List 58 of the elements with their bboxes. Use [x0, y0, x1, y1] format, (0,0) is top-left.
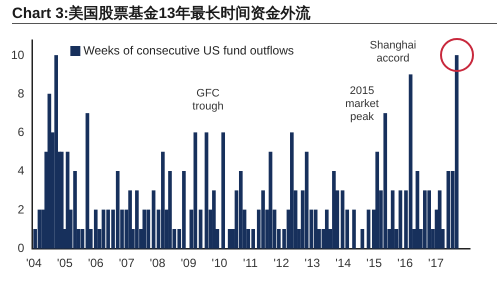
bar — [427, 190, 432, 249]
bar — [66, 152, 70, 249]
bar — [398, 190, 402, 249]
bar — [194, 132, 198, 249]
annotation: Shanghai accord — [370, 40, 416, 65]
bar — [290, 132, 294, 249]
bar — [146, 210, 150, 249]
x-tick-label: '14 — [335, 256, 352, 270]
y-tick-label: 2 — [18, 202, 25, 216]
x-tick-label: '10 — [212, 256, 228, 270]
bar — [60, 152, 64, 249]
bar — [454, 55, 459, 249]
bar — [423, 190, 427, 249]
bar — [38, 210, 42, 249]
bar — [304, 152, 309, 249]
bar — [204, 132, 208, 249]
x-tick-label: '13 — [304, 256, 320, 270]
x-tick-label: '17 — [428, 256, 444, 270]
x-tick-label: '11 — [243, 256, 258, 270]
x-tick-label: '15 — [366, 256, 382, 270]
x-tick-label: '05 — [57, 256, 73, 270]
bar — [324, 210, 329, 249]
y-tick-label: 0 — [18, 240, 25, 255]
bar — [360, 228, 364, 249]
bar — [73, 171, 77, 249]
x-tick-label: '12 — [274, 256, 290, 270]
x-tick-label: '09 — [180, 256, 197, 270]
bar — [268, 152, 272, 249]
y-tick-label: 10 — [10, 48, 25, 62]
x-tick-label: '06 — [88, 256, 104, 270]
bar — [261, 190, 265, 249]
annotation: GFC trough — [192, 88, 224, 113]
y-tick-label: 8 — [18, 86, 25, 100]
bar — [438, 190, 442, 249]
bar — [332, 171, 336, 249]
legend-label: Weeks of consecutive US fund outflows — [83, 43, 294, 58]
bar — [375, 152, 380, 249]
annotation: 2015 market peak — [345, 85, 379, 124]
chart-title: Chart 3:美国股票基金13年最长时间资金外流 — [12, 4, 497, 24]
bar — [383, 113, 388, 249]
bar — [142, 210, 146, 249]
bar — [390, 190, 395, 249]
x-tick-label: '04 — [26, 256, 42, 270]
bar — [212, 190, 216, 249]
y-tick-label: 6 — [18, 125, 25, 140]
y-tick-label: 4 — [18, 164, 25, 178]
x-tick-label: '16 — [397, 256, 414, 270]
x-tick-label: '07 — [118, 256, 135, 270]
bar — [221, 132, 226, 249]
bar — [352, 210, 356, 249]
bar — [416, 171, 420, 249]
bar — [228, 228, 232, 249]
bar — [168, 171, 172, 249]
bar — [198, 210, 202, 249]
bar — [446, 171, 450, 249]
bar — [238, 171, 243, 249]
bar — [135, 190, 139, 249]
x-tick-label: '08 — [150, 256, 166, 270]
